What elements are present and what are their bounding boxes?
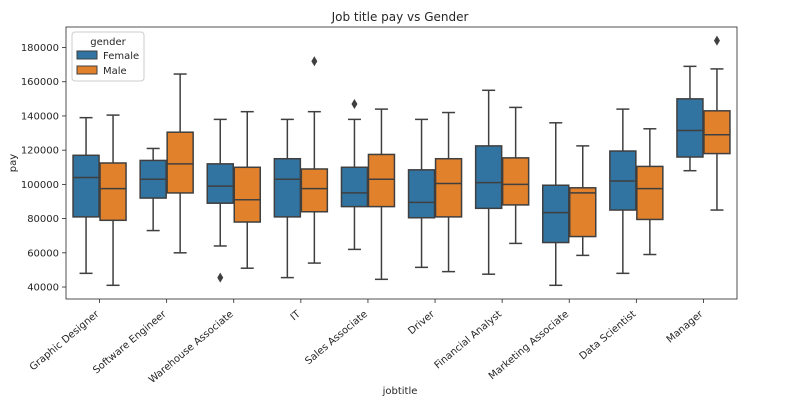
y-tick-label: 80000 [27,214,59,225]
box-male-2 [233,110,261,269]
box-female-8 [609,108,637,275]
box-male-4 [367,108,396,281]
outlier-point [351,98,358,109]
y-tick-label: 60000 [27,248,59,259]
box-male-7 [569,145,597,257]
legend-title: gender [90,37,126,48]
box-female-4 [340,98,369,251]
iqr-box [434,157,463,218]
x-axis-label: jobtitle [382,386,418,397]
box-male-6 [501,106,530,245]
iqr-box [542,184,570,244]
y-tick-label: 120000 [21,146,59,157]
box-male-1 [166,73,194,254]
iqr-box [407,169,436,219]
iqr-box [501,157,530,206]
box-series [72,35,731,287]
iqr-box [273,157,302,218]
iqr-box [72,154,100,218]
iqr-box [340,166,369,208]
y-axis-label: pay [8,154,19,172]
box-female-9 [676,65,704,172]
y-tick-label: 180000 [21,43,59,54]
x-tick-label: Sales Associate [303,309,370,367]
box-male-8 [636,128,664,256]
legend-label-male: Male [103,66,127,77]
iqr-box [166,131,194,194]
box-female-3 [273,118,302,279]
box-male-0 [99,114,127,287]
iqr-box [636,165,664,221]
iqr-box [233,166,261,223]
x-tick-label: Manager [665,308,706,345]
x-tick-label: Driver [406,308,437,337]
iqr-box [300,168,329,213]
x-tick-label: Data Scientist [578,309,639,362]
box-female-5 [407,118,436,269]
iqr-box [569,187,597,238]
outlier-point [311,56,318,67]
y-axis: 40000 60000 80000 100000 120000 140000 160000 1… [21,43,66,294]
legend-swatch-male [76,65,98,75]
box-female-1 [139,147,167,232]
y-tick-label: 160000 [21,77,59,88]
iqr-box [676,98,704,158]
legend-label-female: Female [103,51,139,62]
chart-title: Job title pay vs Gender [331,10,469,24]
x-tick-label: Financial Analyst [433,309,505,372]
box-male-3 [300,56,329,264]
y-tick-label: 100000 [21,180,59,191]
iqr-box [367,153,396,208]
legend: gender Female Male [71,31,145,82]
x-tick-label: IT [289,308,304,323]
box-female-6 [474,89,503,275]
outlier-point [713,35,720,46]
iqr-box [206,163,234,204]
box-male-9 [703,35,731,211]
plot-frame [65,26,738,300]
iqr-box [99,162,127,222]
x-tick-label: Graphic Designer [28,308,102,373]
iqr-box [474,145,503,210]
box-female-7 [542,122,570,287]
y-tick-label: 140000 [21,111,59,122]
box-female-0 [72,116,100,275]
x-tick-label: Software Engineer [91,308,169,376]
box-male-5 [434,111,463,273]
box-female-2 [206,118,234,283]
outlier-point [217,272,224,283]
iqr-box [703,110,731,155]
legend-swatch-female [76,50,98,60]
y-tick-label: 40000 [27,283,59,294]
